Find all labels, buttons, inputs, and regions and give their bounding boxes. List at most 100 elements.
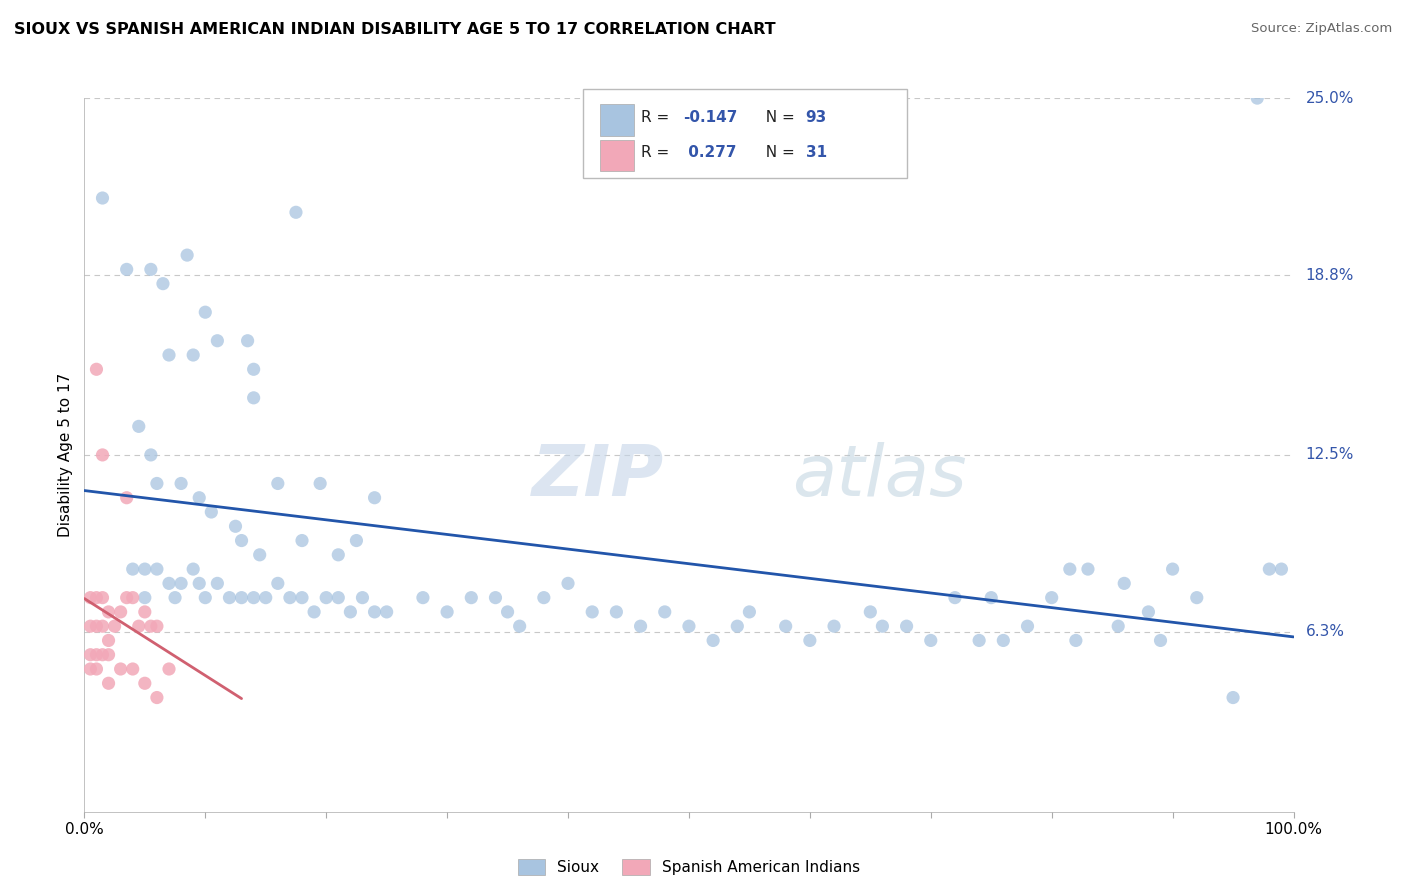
- Point: [170, 576, 193, 591]
- Point: [225, 519, 247, 533]
- Point: [533, 591, 555, 605]
- Point: [134, 605, 156, 619]
- Point: [97, 605, 120, 619]
- Point: [242, 391, 264, 405]
- Point: [207, 576, 229, 591]
- Point: [278, 591, 301, 605]
- Point: [509, 619, 531, 633]
- Point: [375, 605, 398, 619]
- Point: [157, 576, 180, 591]
- Text: 0.277: 0.277: [683, 145, 737, 161]
- Text: R =: R =: [641, 110, 675, 125]
- Point: [436, 605, 458, 619]
- Point: [309, 476, 332, 491]
- Point: [412, 591, 434, 605]
- Point: [115, 262, 138, 277]
- Point: [91, 619, 114, 633]
- Point: [254, 591, 277, 605]
- Point: [242, 591, 264, 605]
- Point: [702, 633, 724, 648]
- Point: [97, 633, 120, 648]
- Text: N =: N =: [756, 110, 800, 125]
- Point: [91, 448, 114, 462]
- Point: [157, 348, 180, 362]
- Point: [291, 591, 314, 605]
- Point: [165, 591, 187, 605]
- Point: [1270, 562, 1292, 576]
- Point: [194, 591, 217, 605]
- Point: [207, 334, 229, 348]
- Text: 31: 31: [806, 145, 827, 161]
- Point: [339, 605, 361, 619]
- Text: N =: N =: [756, 145, 800, 161]
- Point: [315, 591, 337, 605]
- Point: [97, 676, 120, 690]
- Point: [79, 591, 101, 605]
- Text: Source: ZipAtlas.com: Source: ZipAtlas.com: [1251, 22, 1392, 36]
- Point: [630, 619, 652, 633]
- Point: [79, 662, 101, 676]
- Point: [110, 662, 132, 676]
- Point: [170, 476, 193, 491]
- Text: 12.5%: 12.5%: [1306, 448, 1354, 462]
- Point: [557, 576, 579, 591]
- Point: [128, 619, 150, 633]
- Point: [231, 533, 253, 548]
- Point: [267, 576, 290, 591]
- Point: [134, 562, 156, 576]
- Point: [1161, 562, 1184, 576]
- Point: [146, 562, 169, 576]
- Point: [79, 619, 101, 633]
- Point: [1149, 633, 1171, 648]
- Point: [86, 662, 108, 676]
- Point: [146, 619, 169, 633]
- Point: [194, 305, 217, 319]
- Point: [363, 491, 385, 505]
- Point: [920, 633, 942, 648]
- Point: [157, 662, 180, 676]
- Point: [1137, 605, 1160, 619]
- Point: [121, 562, 143, 576]
- Point: [363, 605, 385, 619]
- Point: [139, 448, 162, 462]
- Point: [284, 205, 308, 219]
- Point: [86, 591, 108, 605]
- Point: [1258, 562, 1281, 576]
- Point: [176, 248, 198, 262]
- Text: 18.8%: 18.8%: [1306, 268, 1354, 283]
- Point: [139, 619, 162, 633]
- Point: [200, 505, 222, 519]
- Point: [134, 676, 156, 690]
- Point: [943, 591, 966, 605]
- Point: [128, 419, 150, 434]
- Point: [236, 334, 259, 348]
- Point: [1107, 619, 1129, 633]
- Point: [654, 605, 676, 619]
- Point: [1185, 591, 1208, 605]
- Point: [1040, 591, 1063, 605]
- Text: -0.147: -0.147: [683, 110, 738, 125]
- Point: [799, 633, 821, 648]
- Point: [267, 476, 290, 491]
- Point: [678, 619, 700, 633]
- Point: [79, 648, 101, 662]
- Point: [328, 591, 350, 605]
- Point: [86, 619, 108, 633]
- Point: [86, 648, 108, 662]
- Point: [346, 533, 368, 548]
- Point: [291, 533, 314, 548]
- Point: [181, 562, 204, 576]
- Text: R =: R =: [641, 145, 679, 161]
- Point: [181, 348, 204, 362]
- Point: [242, 362, 264, 376]
- Point: [302, 605, 325, 619]
- Point: [146, 690, 169, 705]
- Point: [496, 605, 519, 619]
- Point: [1077, 562, 1099, 576]
- Point: [134, 591, 156, 605]
- Point: [104, 619, 127, 633]
- Point: [775, 619, 797, 633]
- Point: [859, 605, 882, 619]
- Point: [121, 662, 143, 676]
- Point: [121, 591, 143, 605]
